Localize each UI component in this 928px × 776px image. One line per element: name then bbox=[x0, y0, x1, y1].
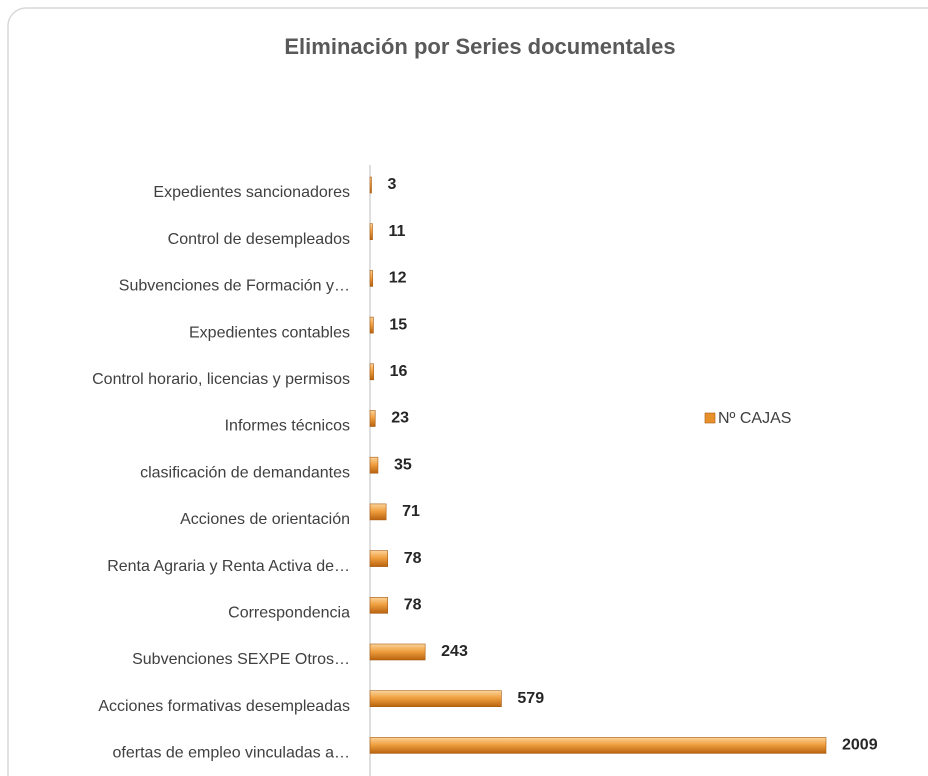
y-tick-label: Subvenciones de Formación y… bbox=[119, 278, 350, 295]
y-tick-label: clasificación de demandantes bbox=[140, 464, 350, 481]
bar bbox=[369, 737, 827, 754]
data-label: 78 bbox=[404, 597, 422, 614]
chart-border bbox=[7, 7, 928, 776]
bar bbox=[369, 270, 374, 287]
bar bbox=[369, 690, 502, 708]
data-label: 579 bbox=[517, 690, 544, 707]
y-tick-label: Acciones de orientación bbox=[180, 511, 350, 528]
y-tick-label: Control horario, licencias y permisos bbox=[92, 371, 350, 388]
y-tick-label: Expedientes contables bbox=[189, 324, 350, 341]
y-tick-label: ofertas de empleo vinculadas a… bbox=[113, 745, 350, 762]
data-label: 12 bbox=[389, 270, 407, 287]
y-tick-label: Expedientes sancionadores bbox=[153, 184, 350, 201]
data-label: 11 bbox=[388, 223, 405, 240]
data-label: 15 bbox=[389, 316, 407, 333]
data-label: 78 bbox=[404, 550, 422, 567]
bar bbox=[369, 643, 426, 661]
bar bbox=[369, 503, 387, 521]
y-tick-label: Acciones formativas desempleadas bbox=[98, 698, 350, 715]
legend-label: Nº CAJAS bbox=[718, 410, 791, 427]
bar bbox=[369, 596, 389, 614]
bar bbox=[369, 176, 372, 194]
bar bbox=[369, 550, 389, 567]
chart-title: Eliminación por Series documentales bbox=[284, 34, 675, 59]
y-tick-label: Correspondencia bbox=[228, 605, 350, 622]
data-label: 16 bbox=[390, 363, 408, 380]
y-tick-label: Renta Agraria y Renta Activa de… bbox=[107, 558, 350, 575]
y-tick-label: Control de desempleados bbox=[168, 231, 350, 248]
data-label: 71 bbox=[402, 503, 420, 520]
data-label: 23 bbox=[391, 410, 409, 427]
data-label: 243 bbox=[441, 643, 468, 660]
data-label: 3 bbox=[388, 176, 397, 193]
legend-swatch bbox=[704, 412, 716, 424]
y-tick-label: Informes técnicos bbox=[225, 418, 350, 435]
data-label: 35 bbox=[394, 456, 412, 473]
y-tick-label: Subvenciones SEXPE Otros… bbox=[132, 651, 350, 668]
data-label: 2009 bbox=[842, 737, 878, 754]
bar bbox=[369, 316, 374, 334]
bar bbox=[369, 410, 376, 427]
bar bbox=[369, 456, 379, 474]
bar bbox=[369, 223, 373, 240]
bar bbox=[369, 363, 374, 381]
